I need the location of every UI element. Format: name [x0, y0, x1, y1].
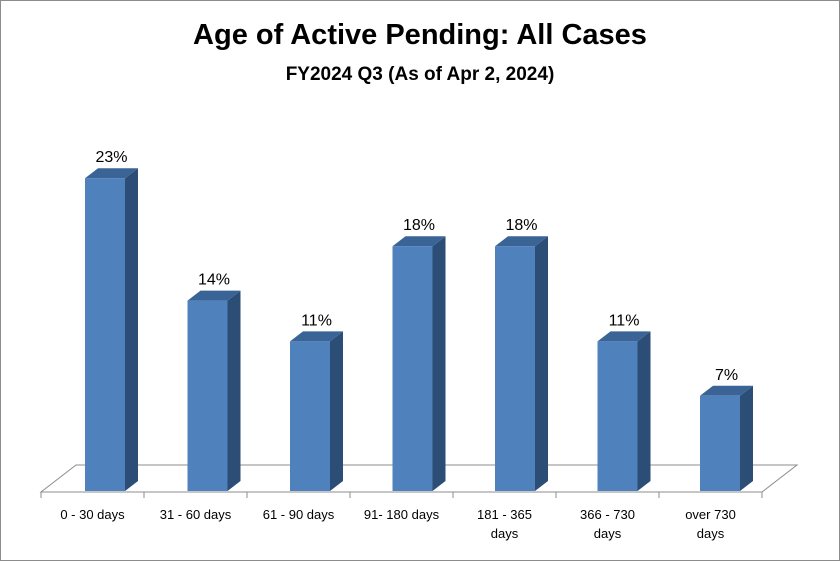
- bar-top: [597, 331, 651, 342]
- bar-top: [187, 290, 241, 301]
- x-tick-label: 366 - 730: [580, 507, 635, 522]
- data-label: 18%: [403, 217, 435, 234]
- x-tick-label: days: [594, 526, 622, 541]
- bar: [392, 246, 433, 491]
- x-tick-label: 181 - 365: [477, 507, 532, 522]
- bar: [85, 178, 125, 491]
- x-tick-label: 91- 180 days: [364, 507, 440, 522]
- bar: [495, 246, 535, 491]
- bar-top: [392, 236, 446, 247]
- bar-top: [700, 385, 753, 396]
- bar-side: [535, 236, 548, 491]
- x-tick-label: 61 - 90 days: [263, 507, 335, 522]
- chart-title: Age of Active Pending: All Cases: [193, 19, 647, 51]
- bar: [290, 341, 330, 491]
- bar-top: [495, 236, 548, 247]
- x-tick-label: 0 - 30 days: [60, 507, 125, 522]
- floor-plane: [39, 464, 799, 493]
- bar: [187, 300, 228, 491]
- bar-side: [432, 236, 446, 491]
- data-label: 11%: [301, 312, 332, 329]
- bar-side: [227, 290, 241, 491]
- data-label: 14%: [198, 272, 230, 289]
- x-tick-label: days: [491, 526, 519, 541]
- x-tick-label: 31 - 60 days: [160, 507, 232, 522]
- bar-side: [125, 168, 138, 491]
- x-tick-label: over 730: [685, 507, 736, 522]
- bar-side: [637, 331, 651, 491]
- chart-subtitle: FY2024 Q3 (As of Apr 2, 2024): [285, 64, 555, 85]
- bar-side: [330, 331, 343, 491]
- bar-side: [740, 385, 753, 491]
- data-label: 7%: [715, 367, 738, 384]
- bar: [700, 395, 740, 491]
- data-label: 23%: [95, 149, 127, 166]
- bar-top: [85, 168, 138, 179]
- data-label: 11%: [609, 312, 640, 329]
- x-tick-label: days: [697, 526, 725, 541]
- bar-top: [290, 331, 343, 342]
- data-label: 18%: [505, 217, 537, 234]
- bar: [597, 341, 638, 491]
